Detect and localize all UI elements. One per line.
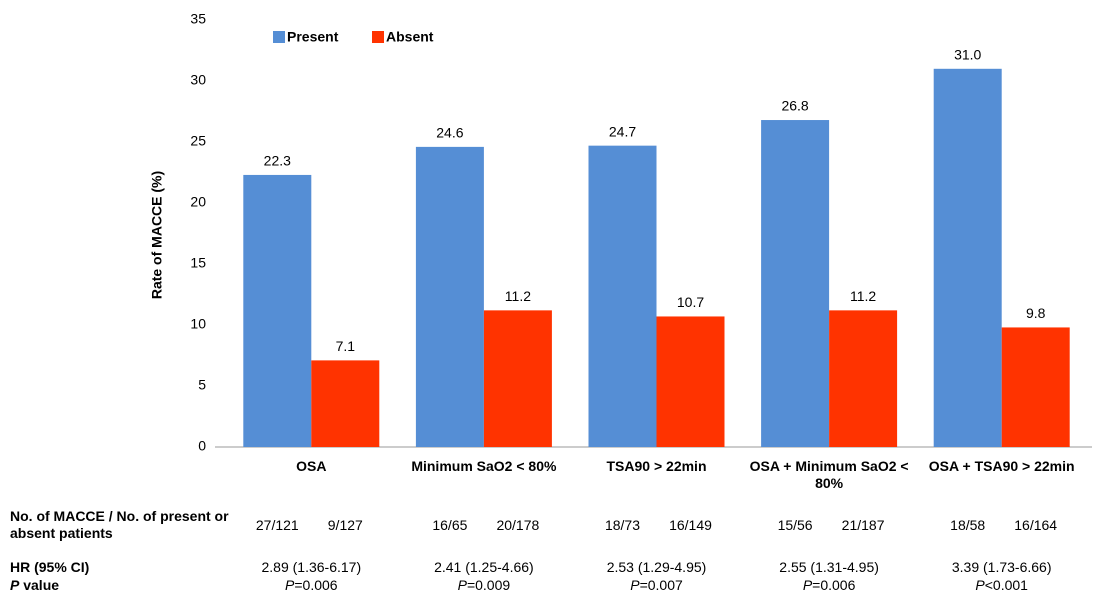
table-cell: 2.41 (1.25-4.66): [434, 559, 534, 575]
value-label: 7.1: [336, 338, 356, 354]
y-tick-label: 35: [190, 11, 206, 27]
table-cell: P=0.006: [285, 577, 338, 593]
row-label: P value: [10, 577, 60, 593]
table-cell: 18/73: [604, 517, 641, 533]
table-cell: 16/149: [669, 517, 712, 533]
y-tick-label: 15: [190, 255, 206, 271]
table-cell: 3.39 (1.73-6.66): [951, 559, 1052, 575]
bar: [311, 360, 380, 447]
value-label: 9.8: [1026, 305, 1046, 321]
y-tick-label: 30: [190, 72, 206, 88]
y-tick-label: 25: [190, 133, 206, 149]
bar: [483, 310, 552, 447]
y-tick-label: 5: [198, 377, 206, 393]
bar: [656, 316, 725, 447]
value-label: 26.8: [781, 98, 808, 114]
bar: [933, 68, 1002, 448]
legend-label: Absent: [386, 29, 434, 45]
table-cell: 9/127: [327, 517, 363, 533]
table-cell: P=0.007: [630, 577, 683, 593]
bar: [415, 146, 484, 447]
y-tick-label: 10: [190, 316, 206, 332]
table-cell: 27/121: [255, 517, 299, 533]
table-cell: 21/187: [841, 517, 885, 533]
table-cell: P=0.009: [457, 577, 511, 593]
x-tick-label: TSA90 > 22min: [606, 458, 707, 474]
legend-label: Present: [287, 29, 339, 45]
table-cell: 18/58: [950, 517, 986, 533]
legend-swatch: [273, 31, 285, 43]
value-label: 11.2: [850, 288, 876, 304]
table-cell: 16/65: [432, 517, 468, 533]
bar: [588, 145, 657, 447]
y-tick-label: 0: [198, 438, 206, 454]
table-cell: 20/178: [496, 517, 540, 533]
bar: [1001, 327, 1070, 447]
x-tick-label: OSA: [296, 458, 327, 474]
table-cell: P=0.006: [802, 577, 856, 593]
table-cell: 16/164: [1014, 517, 1058, 533]
x-tick-label: OSA + Minimum SaO2 < 80%: [749, 458, 909, 491]
value-label: 24.7: [609, 123, 636, 139]
bar: [761, 120, 830, 447]
x-tick-label: OSA + TSA90 > 22min: [928, 458, 1075, 474]
table-cell: P<0.001: [975, 577, 1028, 593]
value-label: 22.3: [264, 153, 291, 169]
row-label: No. of MACCE / No. of present or absent …: [10, 508, 229, 541]
table-cell: 2.53 (1.29-4.95): [606, 559, 707, 575]
x-tick-label: Minimum SaO2 < 80%: [411, 458, 557, 474]
value-label: 11.2: [505, 288, 531, 304]
bar: [829, 310, 898, 447]
legend-swatch: [372, 31, 384, 43]
table-cell: 2.89 (1.36-6.17): [261, 559, 362, 575]
value-label: 10.7: [677, 294, 704, 310]
value-label: 31.0: [954, 47, 981, 63]
y-axis-title: Rate of MACCE (%): [149, 171, 165, 299]
bar: [243, 174, 312, 447]
row-label: HR (95% CI): [10, 559, 90, 575]
table-cell: 2.55 (1.31-4.95): [779, 559, 879, 575]
value-label: 24.6: [436, 125, 463, 141]
table-cell: 15/56: [777, 517, 813, 533]
y-tick-label: 20: [190, 194, 206, 210]
